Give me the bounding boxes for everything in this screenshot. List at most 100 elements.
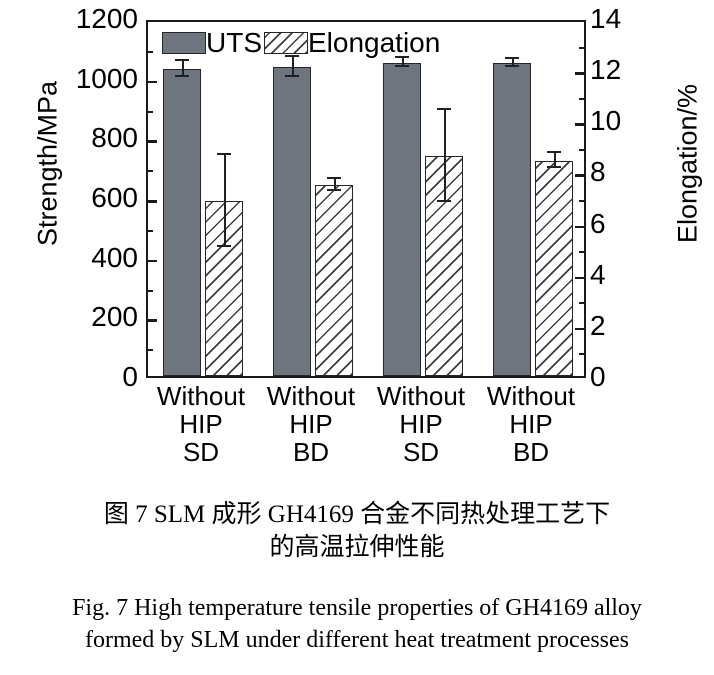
error-cap-elongation	[327, 176, 341, 179]
error-bar-uts	[292, 56, 294, 78]
y-tick-label-left: 600	[91, 182, 138, 213]
x-category-line: Without	[156, 381, 246, 411]
y-tick-left	[148, 80, 157, 84]
error-bar-elongation	[444, 110, 446, 203]
y-tick-label-right: 12	[590, 54, 622, 86]
plot-area: UTS Elongation	[146, 20, 586, 378]
legend-swatch-uts	[162, 32, 206, 54]
legend-label-elongation: Elongation	[308, 27, 441, 58]
x-category-line: BD	[512, 437, 550, 468]
bar-uts	[383, 62, 421, 376]
x-axis-category-labels: Without HIP SD Without HIP BD Without HIP SD With…	[146, 382, 586, 474]
error-cap-elongation	[547, 166, 561, 169]
y-tick-left	[148, 319, 157, 322]
y-tick-label-left: 0	[122, 361, 138, 392]
error-cap-elongation	[327, 189, 341, 192]
caption-chinese-line1: 图 7 SLM 成形 GH4169 合金不同热处理工艺下	[103, 501, 611, 528]
y-tick-right	[575, 225, 584, 229]
y-tick-label-right: 8	[590, 156, 606, 188]
y-minor-tick-left	[148, 289, 153, 292]
y-minor-tick-left	[148, 170, 153, 173]
error-cap-uts	[505, 57, 519, 60]
x-category-line: HIP	[509, 409, 553, 440]
error-bar-uts	[402, 58, 404, 68]
y-tick-label-right: 10	[590, 105, 622, 137]
y-tick-right	[575, 72, 584, 75]
x-category-line: BD	[292, 437, 330, 468]
error-cap-elongation	[547, 151, 561, 154]
error-bar-elongation	[554, 153, 556, 169]
y-tick-left	[148, 259, 157, 263]
error-bar-uts	[182, 61, 184, 78]
error-cap-uts	[505, 64, 519, 67]
y-minor-tick-right	[579, 148, 584, 151]
y-minor-tick-left	[148, 229, 153, 232]
y-minor-tick-left	[148, 50, 153, 53]
y-tick-label-left: 200	[91, 301, 138, 333]
y-tick-left	[148, 140, 157, 143]
error-cap-uts	[175, 59, 189, 62]
error-cap-uts	[285, 75, 299, 78]
y-tick-label-right: 4	[590, 258, 606, 290]
y-minor-tick-right	[579, 46, 584, 49]
error-bar-uts	[512, 59, 514, 67]
error-bar-elongation	[334, 178, 336, 192]
y-tick-label-left: 400	[91, 241, 138, 273]
legend-swatch-elongation	[264, 32, 308, 54]
y-tick-right	[575, 276, 584, 280]
x-category-label: Without HIP SD	[146, 382, 256, 474]
error-cap-elongation	[217, 244, 231, 247]
y-minor-tick-right	[579, 97, 584, 100]
x-category-line: Without	[266, 381, 356, 411]
y-tick-label-right: 14	[590, 3, 622, 34]
error-cap-elongation	[437, 108, 451, 111]
bar-elongation	[535, 160, 573, 376]
bar-uts	[273, 66, 311, 376]
error-cap-uts	[395, 65, 409, 68]
y-minor-tick-right	[579, 353, 584, 356]
error-cap-uts	[285, 54, 299, 57]
x-category-line: HIP	[179, 409, 223, 440]
y-minor-tick-left	[148, 349, 153, 352]
y-minor-tick-right	[579, 200, 584, 202]
x-category-label: Without HIP SD	[366, 382, 476, 474]
y-axis-right-ticklabels: 0 2 4 6 8 10 12 14	[590, 0, 650, 400]
x-category-line: SD	[402, 437, 440, 468]
chart: Strength/MPa Elongation/% 0 200 400 600 800 1…	[33, 0, 703, 474]
x-category-line: Without	[486, 381, 576, 411]
y-tick-label-right: 6	[590, 207, 606, 239]
x-category-line: HIP	[289, 409, 333, 440]
y-tick-right	[575, 123, 584, 126]
caption-english-line2: formed by SLM under different heat treat…	[84, 627, 630, 654]
x-category-line: Without	[376, 381, 466, 411]
caption-chinese: 图 7 SLM 成形 GH4169 合金不同热处理工艺下 的高温拉伸性能	[0, 498, 714, 565]
y-axis-right-title: Elongation/%	[672, 83, 703, 244]
legend: UTS Elongation	[162, 28, 442, 58]
y-minor-tick-right	[579, 251, 584, 254]
caption-english: Fig. 7 High temperature tensile properti…	[0, 592, 714, 657]
legend-label-uts: UTS	[206, 27, 262, 58]
y-minor-tick-left	[148, 110, 153, 113]
y-tick-label-left: 800	[91, 122, 138, 154]
y-axis-left-ticklabels: 0 200 400 600 800 1000 1200	[46, 0, 138, 400]
caption-english-line1: Fig. 7 High temperature tensile properti…	[72, 595, 642, 621]
y-minor-tick-right	[579, 302, 584, 305]
x-category-line: SD	[182, 437, 220, 468]
error-cap-elongation	[217, 152, 231, 155]
y-tick-right	[575, 327, 584, 331]
bar-uts	[163, 69, 201, 376]
y-tick-left	[148, 200, 157, 203]
error-cap-elongation	[437, 200, 451, 203]
caption-chinese-line2: 的高温拉伸性能	[269, 534, 445, 562]
bar-elongation	[315, 184, 353, 376]
y-tick-right	[575, 174, 584, 177]
x-category-line: HIP	[399, 409, 443, 440]
x-category-label: Without HIP BD	[476, 382, 586, 474]
x-category-label: Without HIP BD	[256, 382, 366, 474]
error-cap-uts	[395, 56, 409, 59]
bar-uts	[493, 63, 531, 376]
y-tick-label-right: 2	[590, 309, 606, 341]
y-tick-label-left: 1200	[75, 3, 138, 34]
error-cap-uts	[175, 75, 189, 78]
